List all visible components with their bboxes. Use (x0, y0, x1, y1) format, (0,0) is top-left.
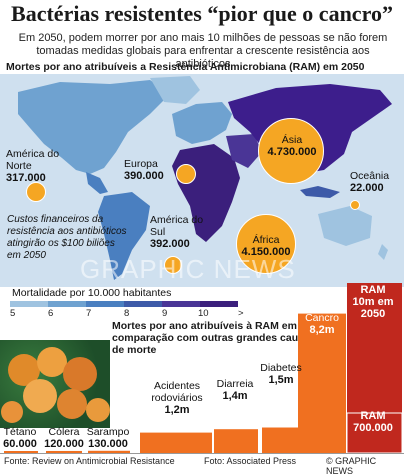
category-label: Sarampo (86, 426, 130, 438)
bar-label-diarreia: Diarreia 1,4m (210, 378, 260, 402)
value-label: 120.000 (44, 438, 84, 450)
bubble-north-america (26, 182, 46, 202)
value-label: 130.000 (88, 438, 128, 450)
legend-tick: 6 (48, 308, 54, 319)
bar-label-tetano: Tétano 60.000 (2, 426, 38, 450)
watermark: GRAPHIC NEWS (80, 254, 296, 284)
region-south-america: América do Sul 392.000 (150, 214, 220, 250)
value-label: 60.000 (3, 438, 37, 450)
bubble-asia (258, 118, 324, 184)
region-value: 390.000 (124, 170, 164, 182)
bubble-africa (236, 214, 296, 274)
legend-tick: 5 (10, 308, 16, 319)
bar-acidentes-rodoviários (140, 432, 212, 453)
legend-swatch-2 (48, 301, 86, 307)
region-name: África (252, 234, 280, 246)
bar-tétano (4, 451, 38, 453)
value-label: 1,5m (268, 374, 294, 386)
bubble-south-america (164, 256, 182, 274)
bar-label-cancro: Cancro 8,2m (300, 312, 344, 336)
bar-label-diabetes: Diabetes 1,5m (256, 362, 306, 386)
causes-of-death-bar-chart (4, 283, 403, 453)
source-credit: Fonte: Review on Antimicrobial Resistanc… (4, 456, 175, 466)
region-name: América do Sul (150, 214, 204, 238)
south-america-shape (98, 192, 150, 280)
greenland-shape (150, 76, 200, 104)
map-heading: Mortes por ano atribuíveis a Resistência… (6, 61, 365, 73)
region-value: 392.000 (150, 238, 190, 250)
bar-chart-heading: Mortes por ano atribuíveis à RAM em comp… (112, 320, 316, 356)
middle-east-shape (226, 134, 262, 168)
bubble-oceania (350, 200, 360, 210)
region-name: América do Norte (6, 148, 60, 172)
category-label: Diarreia (216, 378, 254, 390)
legend-tick: 7 (86, 308, 92, 319)
legend-swatch-6 (200, 301, 238, 307)
footer: Fonte: Review on Antimicrobial Resistanc… (0, 453, 404, 476)
legend-ticks: 5 6 7 8 9 10 > (10, 308, 250, 320)
bar-cancro (298, 313, 346, 453)
bar-cólera (46, 450, 82, 453)
subtitle: Em 2050, podem morrer por ano mais 10 mi… (18, 32, 388, 70)
bar-label-ram-today: RAM 700.000 (346, 410, 400, 434)
legend-color-scale (10, 301, 238, 307)
region-europe: Europa 390.000 (124, 158, 194, 182)
category-label: Tétano (3, 426, 37, 438)
category-label: Acidentes rodoviários (151, 380, 203, 404)
bar-diabetes (262, 427, 298, 453)
value-label: 700.000 (353, 422, 393, 434)
legend-swatch-3 (86, 301, 124, 307)
copyright: © GRAPHIC NEWS (326, 456, 377, 476)
region-value: 317.000 (6, 172, 46, 184)
value-label: 8,2m (309, 324, 335, 336)
region-value: 4.150.000 (241, 246, 291, 258)
page-title: Bactérias resistentes “pior que o cancro… (11, 1, 393, 26)
legend-title: Mortalidade por 10.000 habitantes (12, 287, 172, 299)
australia-shape (318, 206, 372, 246)
bar-diarreia (214, 429, 258, 453)
bar-label-ram-2050: RAM 10m em 2050 (346, 284, 400, 320)
region-name: Oceânia (350, 170, 390, 182)
bar-ram-today (346, 412, 403, 453)
indonesia-shape (300, 186, 340, 198)
new-zealand-shape (378, 244, 388, 260)
region-name: Europa (124, 158, 158, 170)
legend-swatch-4 (124, 301, 162, 307)
europe-shape (172, 102, 232, 144)
bacteria-illustration (1, 347, 110, 423)
bar-label-sarampo: Sarampo 130.000 (84, 426, 132, 450)
category-label: Cólera (48, 426, 80, 438)
category-label: RAM (360, 410, 386, 422)
photo-credit: Foto: Associated Press (204, 456, 297, 466)
region-value: 22.000 (350, 182, 384, 194)
value-label: 1,2m (164, 404, 190, 416)
value-label: 10m em 2050 (352, 296, 394, 320)
region-asia: Ásia 4.730.000 (262, 134, 322, 158)
legend-swatch-5 (162, 301, 200, 307)
north-america-shape (18, 80, 170, 174)
legend-tick: 8 (124, 308, 130, 319)
bubble-europe (176, 164, 196, 184)
bar-sarampo (88, 450, 130, 453)
region-north-america: América do Norte 317.000 (6, 148, 76, 184)
legend-tick: 9 (162, 308, 168, 319)
legend-tick: > (238, 308, 244, 319)
financial-cost-note: Custos financeiros da resistência aos an… (7, 214, 127, 261)
bar-label-colera: Cólera 120.000 (44, 426, 84, 450)
legend-tick: 10 (198, 308, 209, 319)
region-africa: África 4.150.000 (238, 234, 294, 258)
value-label: 1,4m (222, 390, 248, 402)
category-label: Cancro (305, 312, 339, 324)
region-name: Ásia (281, 134, 303, 146)
region-value: 4.730.000 (267, 146, 317, 158)
legend-swatch-1 (10, 301, 48, 307)
region-oceania: Oceânia 22.000 (350, 170, 404, 194)
bar-label-acidentes: Acidentes rodoviários 1,2m (140, 380, 214, 416)
category-label: RAM (360, 284, 386, 296)
bacteria-photo (0, 340, 110, 428)
category-label: Diabetes (260, 362, 302, 374)
central-america-shape (86, 172, 108, 194)
